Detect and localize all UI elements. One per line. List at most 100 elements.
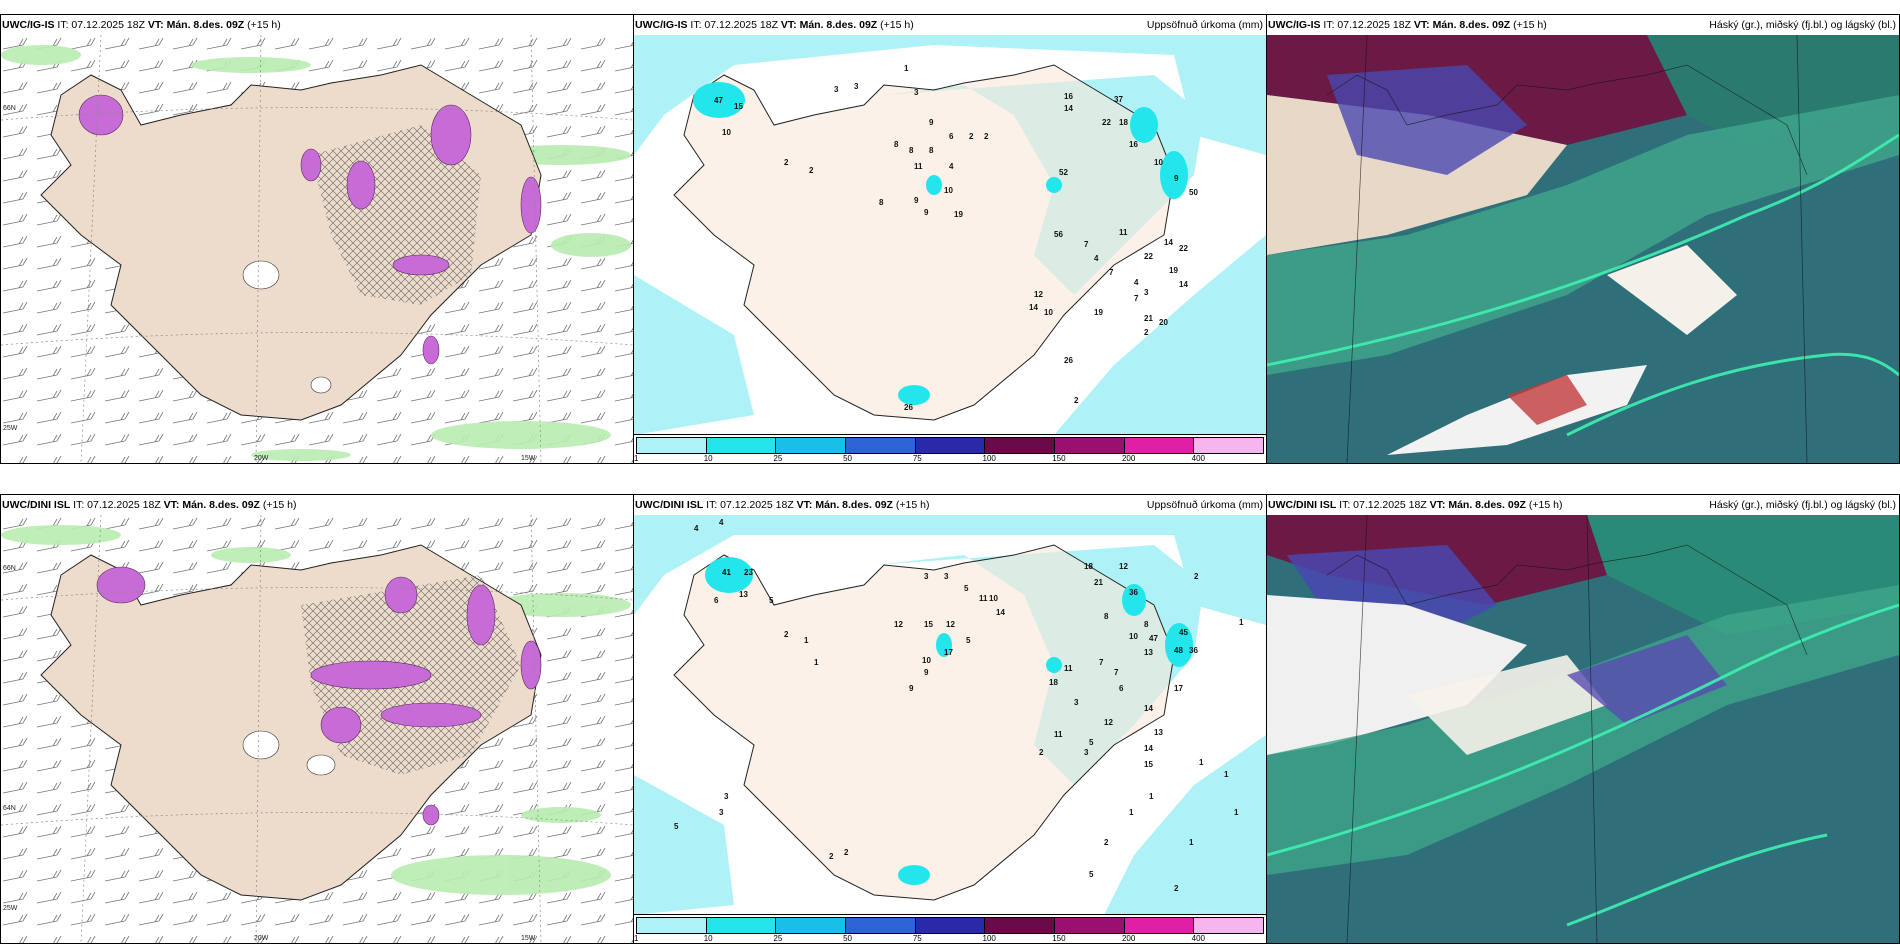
precip-value: 5 xyxy=(674,822,679,831)
precip-value: 10 xyxy=(922,656,931,665)
panel-header: UWC/IG-IS IT: 07.12.2025 18Z VT: Mán. 8.… xyxy=(635,17,1263,33)
precip-value: 9 xyxy=(924,668,929,677)
model-name: UWC/DINI ISL xyxy=(1268,499,1337,511)
precip-value: 2 xyxy=(1104,838,1109,847)
lead-time: (+15 h) xyxy=(247,19,281,31)
precip-value: 18 xyxy=(1049,678,1058,687)
precip-value: 2 xyxy=(829,852,834,861)
precip-value: 9 xyxy=(909,684,914,693)
colorbar-tick: 400 xyxy=(1191,454,1206,463)
colorbar-tick: 150 xyxy=(1052,454,1066,463)
precip-value: 3 xyxy=(719,808,724,817)
model-name: UWC/IG-IS xyxy=(1268,19,1321,31)
lon-label-20w: 20W xyxy=(254,935,269,942)
precip-value: 10 xyxy=(722,128,731,137)
precip-value: 11 xyxy=(1054,730,1063,739)
precip-value: 15 xyxy=(924,620,933,629)
colorbar-swatch xyxy=(706,438,777,453)
precip-value: 19 xyxy=(954,210,963,219)
colorbar-swatch xyxy=(985,918,1056,933)
precip-value: 3 xyxy=(914,88,919,97)
precip-value: 6 xyxy=(714,596,719,605)
cloud-map xyxy=(1267,515,1899,943)
precip-value: 37 xyxy=(1114,95,1123,104)
precip-value: 36 xyxy=(1129,588,1138,597)
precip-value: 6 xyxy=(1119,684,1124,693)
wind-map xyxy=(1,35,633,463)
colorbar-tick: 10 xyxy=(703,934,713,943)
precip-value: 13 xyxy=(1154,728,1163,737)
colorbar-swatch xyxy=(1194,438,1264,453)
precip-value: 8 xyxy=(1144,620,1149,629)
precip-value: 2 xyxy=(809,166,814,175)
init-time: IT: 07.12.2025 18Z xyxy=(73,499,161,511)
init-time: IT: 07.12.2025 18Z xyxy=(706,499,794,511)
precip-value: 14 xyxy=(1064,104,1073,113)
precip-value: 1 xyxy=(1199,758,1204,767)
panel-header: UWC/DINI ISL IT: 07.12.2025 18Z VT: Mán.… xyxy=(635,497,1263,513)
precip-value: 13 xyxy=(1144,648,1153,657)
field-title: Háský (gr.), miðský (fj.bl.) og lágský (… xyxy=(1709,499,1896,511)
precip-value: 7 xyxy=(1134,294,1139,303)
precip-value: 2 xyxy=(1174,884,1179,893)
precip-value: 2 xyxy=(969,132,974,141)
precip-value: 2 xyxy=(1039,748,1044,757)
panel-header: UWC/IG-IS IT: 07.12.2025 18Z VT: Mán. 8.… xyxy=(2,17,630,33)
field-title: Háský (gr.), miðský (fj.bl.) og lágský (… xyxy=(1709,19,1896,31)
precip-value: 9 xyxy=(929,118,934,127)
precip-value: 16 xyxy=(1064,92,1073,101)
precip-value: 4 xyxy=(949,162,954,171)
panel-header: UWC/IG-IS IT: 07.12.2025 18Z VT: Mán. 8.… xyxy=(1268,17,1896,33)
panel-bottom-clouds: UWC/DINI ISL IT: 07.12.2025 18Z VT: Mán.… xyxy=(1266,494,1900,944)
precip-value: 26 xyxy=(904,403,913,412)
precip-value: 3 xyxy=(854,82,859,91)
precip-value: 20 xyxy=(1159,318,1168,327)
precip-value: 22 xyxy=(1144,252,1153,261)
precip-value: 8 xyxy=(1104,612,1109,621)
colorbar-tick: 50 xyxy=(843,454,853,463)
lon-label-15w: 15W xyxy=(521,935,536,942)
colorbar-tick: 100 xyxy=(982,454,996,463)
colorbar-swatch xyxy=(915,438,986,453)
precip-value: 45 xyxy=(1179,628,1188,637)
precip-value: 19 xyxy=(1169,266,1178,275)
panel-bottom-precip: UWC/DINI ISL IT: 07.12.2025 18Z VT: Mán.… xyxy=(633,494,1267,944)
precip-value: 23 xyxy=(744,568,753,577)
colorbar-swatch xyxy=(915,918,986,933)
colorbar-tick: 75 xyxy=(912,934,922,943)
colorbar-tick: 50 xyxy=(843,934,853,943)
precip-value: 5 xyxy=(769,596,774,605)
valid-time: VT: Mán. 8.des. 09Z xyxy=(780,19,878,31)
colorbar-ticks: 1 10 25 50 75 100 150 200 400 xyxy=(634,934,1264,943)
lat-label-66n: 66N xyxy=(3,105,16,112)
colorbar-swatch xyxy=(776,918,847,933)
precip-value: 14 xyxy=(1144,704,1153,713)
precip-value: 1 xyxy=(1129,808,1134,817)
model-name: UWC/DINI ISL xyxy=(2,499,71,511)
colorbar-tick: 200 xyxy=(1121,454,1136,463)
precip-value: 14 xyxy=(1179,280,1188,289)
precip-value: 1 xyxy=(804,636,809,645)
precip-value: 3 xyxy=(1144,288,1149,297)
precip-value: 5 xyxy=(966,636,971,645)
colorbar-swatch xyxy=(985,438,1056,453)
precip-value: 4 xyxy=(1134,278,1139,287)
precip-value: 1 xyxy=(1149,792,1154,801)
precip-value: 14 xyxy=(996,608,1005,617)
colorbar-tick: 25 xyxy=(773,934,783,943)
iceland-landmass xyxy=(673,544,1175,901)
valid-time: VT: Mán. 8.des. 09Z xyxy=(796,499,893,511)
precip-value: 47 xyxy=(714,96,723,105)
precip-value: 47 xyxy=(1149,634,1158,643)
precip-values: 4 4 41 23 13 6 5 2 1 1 3 3 5 11 10 12 15… xyxy=(674,518,1244,893)
colorbar-swatches xyxy=(636,437,1264,454)
colorbar-swatch xyxy=(637,918,707,933)
lead-time: (+15 h) xyxy=(895,499,930,511)
precip-value: 12 xyxy=(1119,562,1128,571)
precip-value: 10 xyxy=(1129,632,1138,641)
colorbar-tick: 75 xyxy=(912,454,922,463)
colorbar-swatch xyxy=(1194,918,1264,933)
precip-value: 11 xyxy=(1119,228,1128,237)
precip-value: 4 xyxy=(1094,254,1099,263)
colorbar-swatch xyxy=(637,438,707,453)
